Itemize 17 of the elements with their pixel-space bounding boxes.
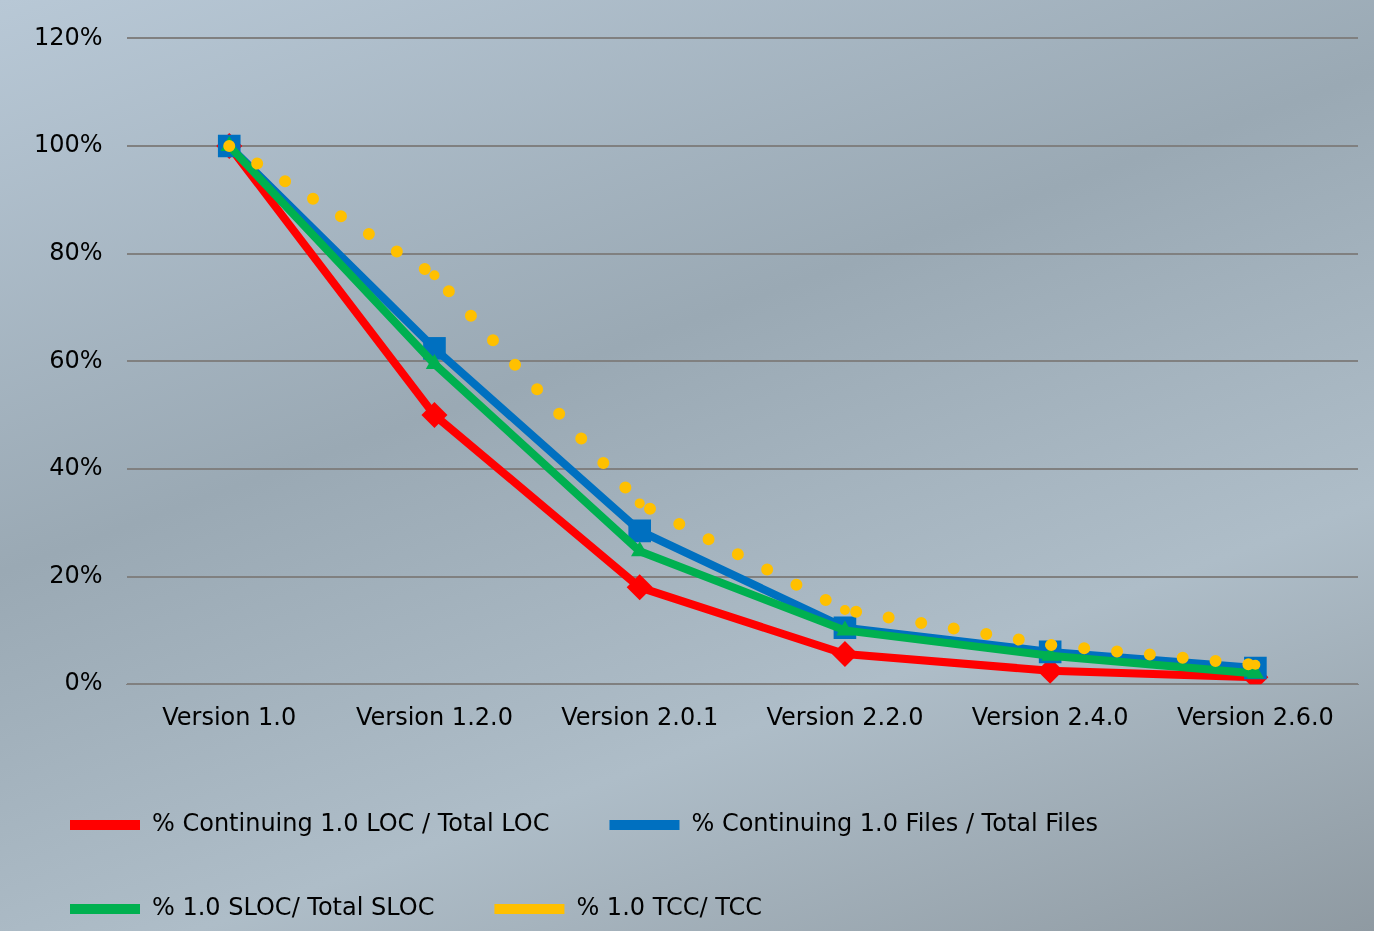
x-tick-label: Version 2.0.1 — [561, 702, 719, 731]
x-tick-label: Version 2.2.0 — [766, 702, 924, 731]
y-tick-label: 40% — [49, 453, 103, 482]
y-tick-label: 60% — [49, 345, 103, 374]
x-tick-label: Version 2.6.0 — [1176, 702, 1334, 731]
legend-label: % Continuing 1.0 Files / Total Files — [691, 809, 1098, 838]
legend-label: % Continuing 1.0 LOC / Total LOC — [152, 809, 550, 838]
x-tick-label: Version 1.0 — [162, 702, 297, 731]
y-tick-label: 120% — [33, 22, 103, 51]
y-tick-label: 80% — [49, 237, 103, 266]
x-tick-label: Version 2.4.0 — [971, 702, 1129, 731]
legend-label: % 1.0 SLOC/ Total SLOC — [152, 893, 435, 922]
y-tick-label: 0% — [64, 668, 103, 697]
y-tick-label: 100% — [33, 130, 103, 159]
x-tick-label: Version 1.2.0 — [355, 702, 513, 731]
y-tick-label: 20% — [49, 560, 103, 589]
legend-label: % 1.0 TCC/ TCC — [576, 893, 762, 922]
